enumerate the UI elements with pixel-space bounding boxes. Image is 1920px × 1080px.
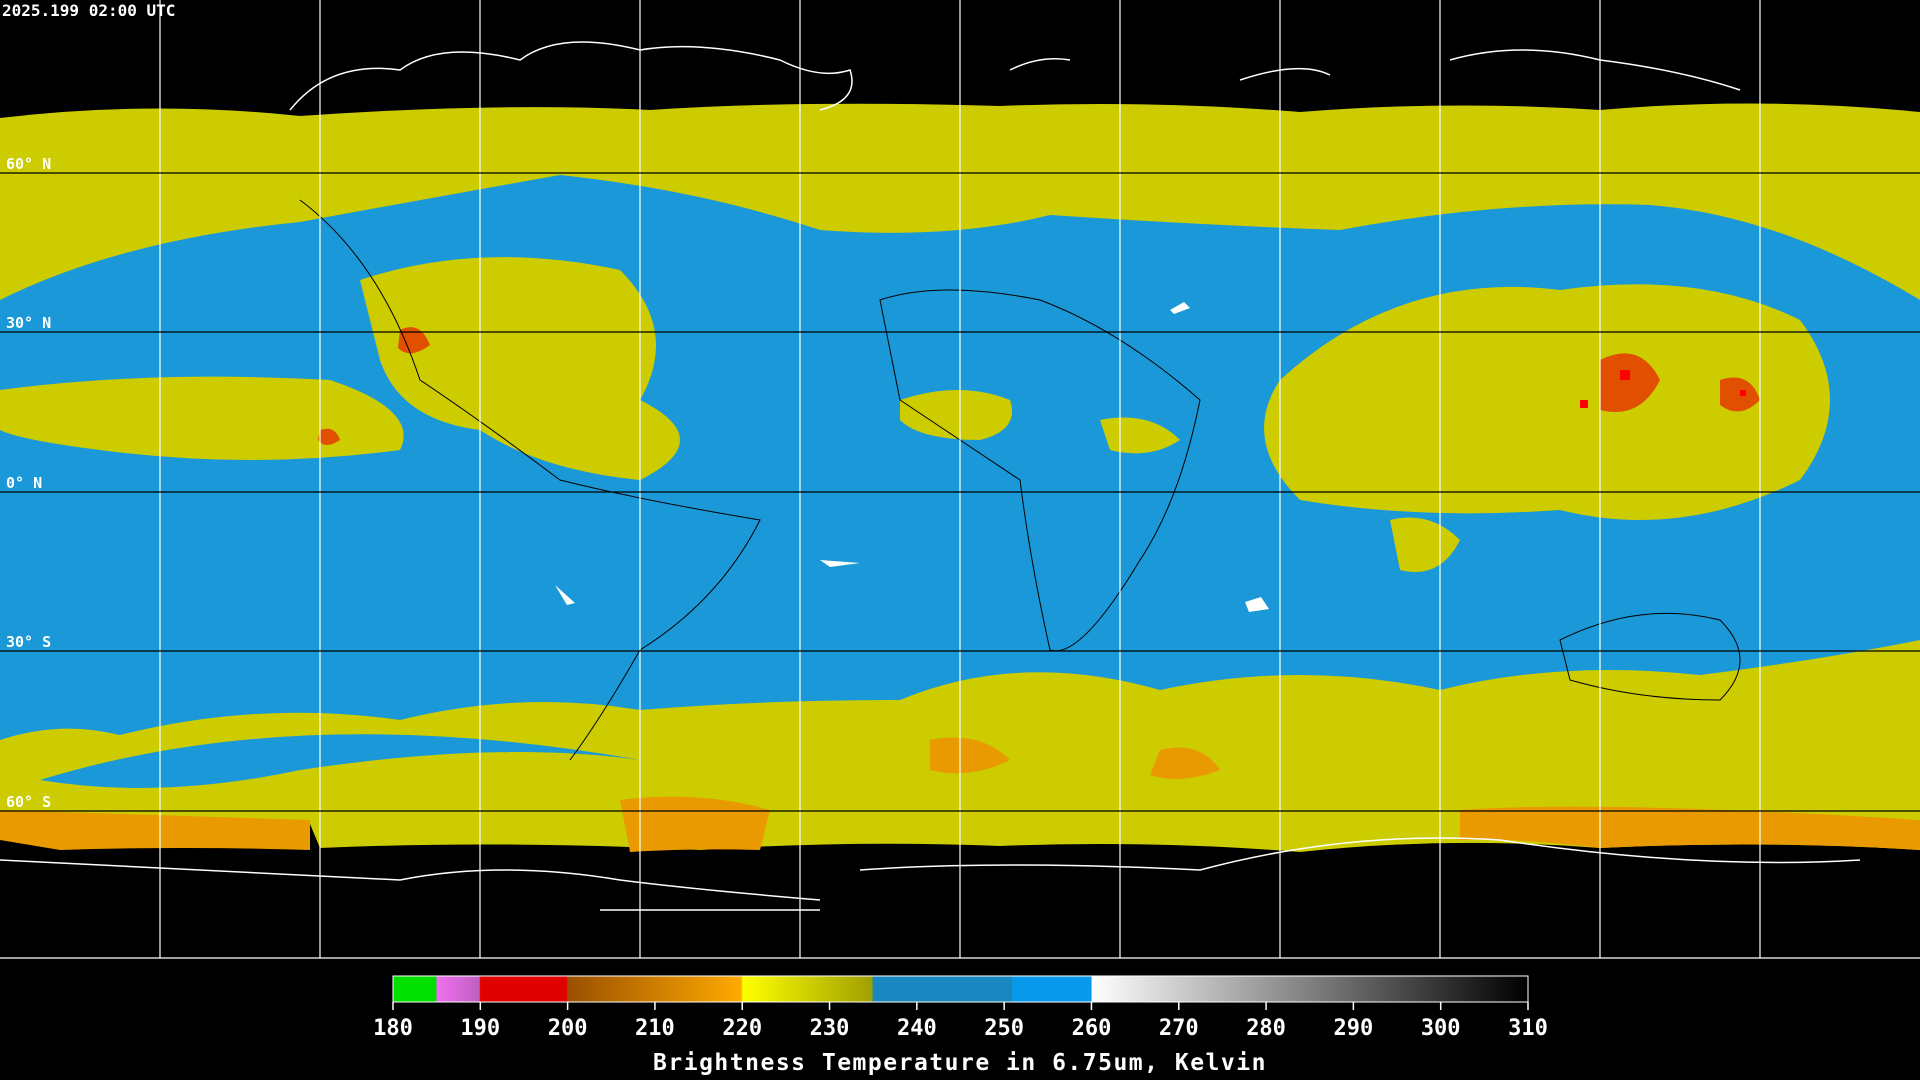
- colorbar: [392, 975, 1529, 1003]
- latitude-label: 60° S: [6, 793, 51, 811]
- latitude-label: 30° N: [6, 314, 51, 332]
- colorbar-tick-label: 240: [897, 1016, 937, 1041]
- colorbar-tick-label: 200: [548, 1016, 588, 1041]
- colorbar-tick-label: 220: [722, 1016, 762, 1041]
- moist-blob: [360, 257, 680, 480]
- colorbar-title: Brightness Temperature in 6.75um, Kelvin: [653, 1050, 1267, 1076]
- colorbar-tick-label: 210: [635, 1016, 675, 1041]
- graticule: [0, 0, 1920, 959]
- colorbar-tick-label: 190: [460, 1016, 500, 1041]
- moist-blob: [0, 376, 404, 460]
- colorbar-tick-label: 290: [1334, 1016, 1374, 1041]
- colorbar-tick-label: 310: [1508, 1016, 1548, 1041]
- timestamp: 2025.199 02:00 UTC: [2, 1, 175, 20]
- colorbar-tick-label: 270: [1159, 1016, 1199, 1041]
- dry-tongue: [40, 734, 640, 788]
- moist-blob: [900, 390, 1460, 572]
- moist-blob: [1264, 284, 1830, 520]
- colorbar-tick-label: 300: [1421, 1016, 1461, 1041]
- latitude-label: 30° S: [6, 633, 51, 651]
- colorbar-tick-label: 280: [1246, 1016, 1286, 1041]
- colorbar-tick-label: 250: [984, 1016, 1024, 1041]
- cold-spots: [1580, 370, 1746, 408]
- latitude-label: 0° N: [6, 474, 42, 492]
- colorbar-tick-label: 260: [1072, 1016, 1112, 1041]
- latitude-label: 60° N: [6, 155, 51, 173]
- colorbar-tick-label: 230: [810, 1016, 850, 1041]
- colorbar-tick-label: 180: [373, 1016, 413, 1041]
